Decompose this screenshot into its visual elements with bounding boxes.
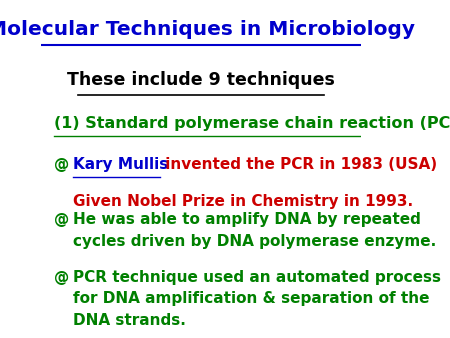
Text: PCR technique used an automated process
for DNA amplification & separation of th: PCR technique used an automated process … [73,270,441,328]
Text: @: @ [54,270,69,285]
Text: @: @ [54,213,69,227]
Text: These include 9 techniques: These include 9 techniques [67,71,335,89]
Text: invented the PCR in 1983 (USA): invented the PCR in 1983 (USA) [161,157,437,172]
Text: Given Nobel Prize in Chemistry in 1993.: Given Nobel Prize in Chemistry in 1993. [73,194,413,209]
Text: (1) Standard polymerase chain reaction (PCR):: (1) Standard polymerase chain reaction (… [54,116,450,131]
Text: Molecular Techniques in Microbiology: Molecular Techniques in Microbiology [0,20,415,40]
Text: He was able to amplify DNA by repeated
cycles driven by DNA polymerase enzyme.: He was able to amplify DNA by repeated c… [73,213,436,249]
Text: @: @ [54,157,69,172]
Text: Kary Mullis: Kary Mullis [73,157,168,172]
